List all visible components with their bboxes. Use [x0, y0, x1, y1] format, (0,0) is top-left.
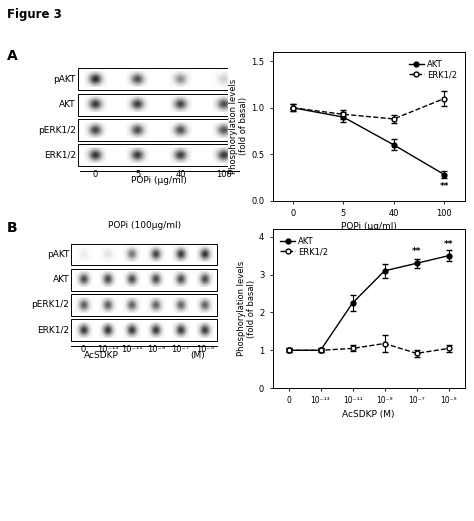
- Text: **: **: [439, 182, 449, 191]
- Text: pAKT: pAKT: [54, 75, 76, 84]
- Text: 10⁻⁵: 10⁻⁵: [196, 345, 214, 354]
- Text: 100: 100: [216, 170, 232, 179]
- Y-axis label: Phosphorylation levels
(fold of basal): Phosphorylation levels (fold of basal): [237, 261, 256, 356]
- Text: 5: 5: [135, 170, 140, 179]
- Text: Figure 3: Figure 3: [7, 8, 62, 21]
- Bar: [71, 319, 217, 341]
- Text: AcSDKP: AcSDKP: [83, 351, 118, 361]
- Text: pERK1/2: pERK1/2: [38, 126, 76, 134]
- Legend: AKT, ERK1/2: AKT, ERK1/2: [405, 56, 460, 83]
- Legend: AKT, ERK1/2: AKT, ERK1/2: [277, 233, 332, 260]
- Text: **: **: [444, 240, 453, 249]
- Bar: [78, 94, 241, 116]
- Bar: [78, 68, 241, 90]
- Text: 0: 0: [92, 170, 98, 179]
- Bar: [71, 294, 217, 316]
- Text: POPi (μg/ml): POPi (μg/ml): [131, 176, 187, 185]
- Bar: [78, 119, 241, 141]
- Y-axis label: Phosphorylation levels
(fold of basal): Phosphorylation levels (fold of basal): [229, 79, 248, 174]
- Text: POPi (100μg/ml): POPi (100μg/ml): [108, 221, 181, 230]
- Text: B: B: [7, 221, 18, 235]
- Text: 0: 0: [81, 345, 86, 354]
- Text: AKT: AKT: [59, 100, 76, 109]
- Text: 40: 40: [175, 170, 186, 179]
- Text: 10⁻¹³: 10⁻¹³: [97, 345, 118, 354]
- Text: ERK1/2: ERK1/2: [37, 326, 69, 334]
- Bar: [71, 244, 217, 265]
- Bar: [78, 144, 241, 166]
- Text: pERK1/2: pERK1/2: [31, 301, 69, 309]
- Bar: [71, 269, 217, 291]
- Text: pAKT: pAKT: [47, 250, 69, 259]
- Text: **: **: [412, 247, 421, 256]
- Text: ERK1/2: ERK1/2: [44, 151, 76, 160]
- Text: AKT: AKT: [53, 275, 69, 284]
- Text: A: A: [7, 49, 18, 64]
- Text: 10⁻⁷: 10⁻⁷: [172, 345, 190, 354]
- Text: 10⁻¹¹: 10⁻¹¹: [121, 345, 143, 354]
- Text: 10⁻⁹: 10⁻⁹: [147, 345, 165, 354]
- X-axis label: POPi (μg/ml): POPi (μg/ml): [341, 222, 396, 231]
- X-axis label: AcSDKP (M): AcSDKP (M): [342, 410, 395, 419]
- Text: (M): (M): [190, 351, 205, 361]
